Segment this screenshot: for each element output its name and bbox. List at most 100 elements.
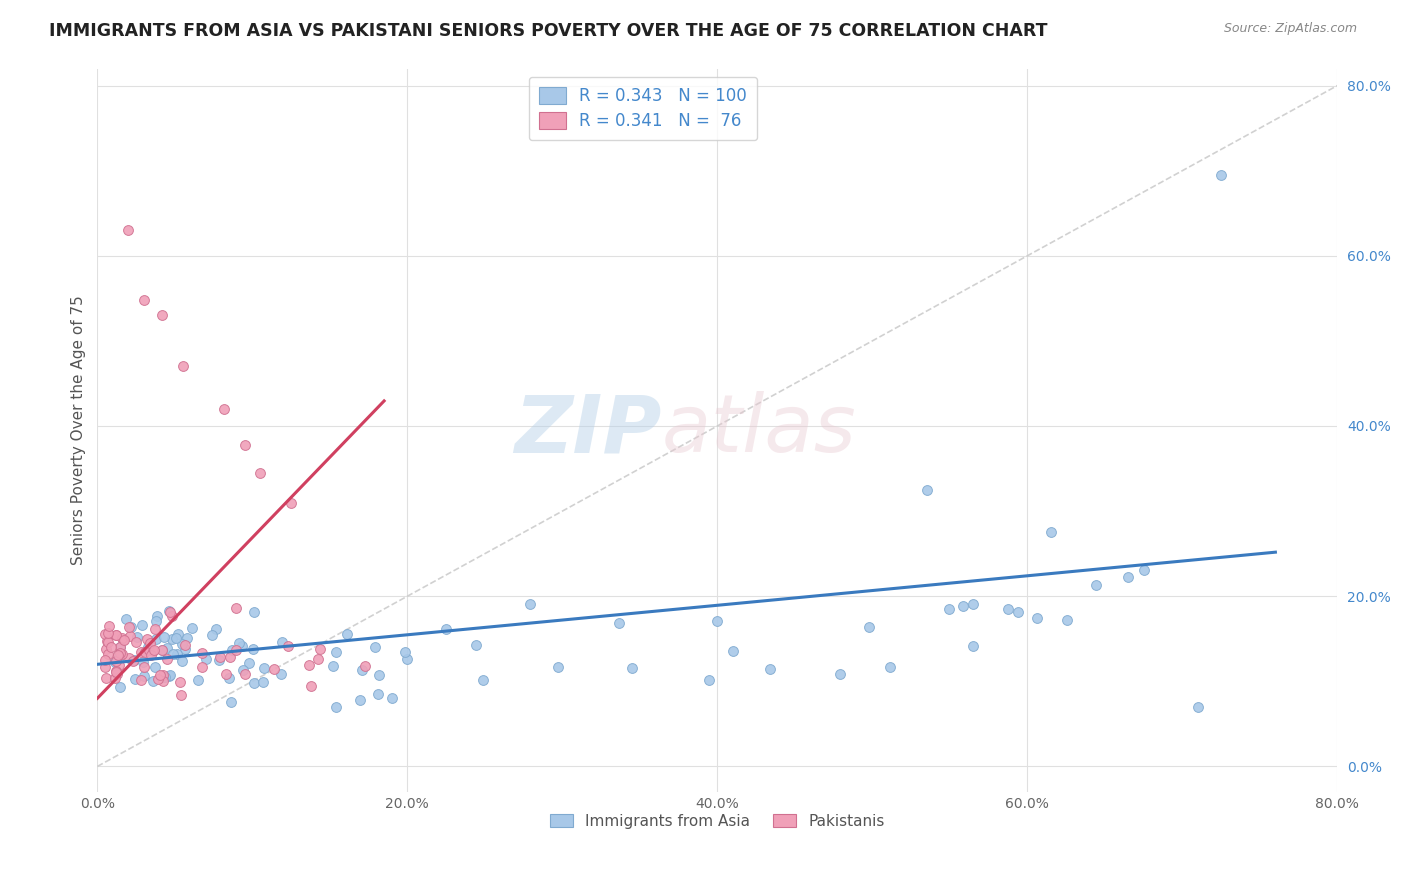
Point [170,637,193,651]
Point [127,630,149,644]
Point [132,656,155,670]
Point [252,674,274,689]
Point [243,675,266,690]
Point [162,647,184,661]
Point [706,614,728,628]
Point [112,632,135,647]
Point [381,690,404,705]
Point [221,643,243,657]
Point [108,657,131,672]
Point [228,636,250,650]
Point [172,359,194,374]
Point [97,626,120,640]
Point [309,642,332,657]
Point [249,466,271,480]
Point [1133,563,1156,577]
Y-axis label: Seniors Poverty Over the Age of 75: Seniors Poverty Over the Age of 75 [72,295,86,566]
Point [699,673,721,687]
Point [232,663,254,677]
Text: Source: ZipAtlas.com: Source: ZipAtlas.com [1223,22,1357,36]
Point [325,645,347,659]
Point [132,660,155,674]
Point [219,696,242,710]
Point [176,631,198,645]
Point [159,605,181,619]
Point [107,648,129,663]
Point [104,672,127,686]
Point [170,688,193,702]
Point [129,673,152,687]
Point [136,640,159,655]
Point [396,652,419,666]
Point [94,660,117,674]
Point [242,642,264,657]
Point [121,654,143,668]
Point [122,652,145,666]
Point [115,612,138,626]
Point [214,401,236,416]
Point [174,638,197,652]
Point [141,648,163,662]
Point [270,667,292,681]
Point [225,643,247,657]
Point [325,699,347,714]
Point [1116,570,1139,584]
Point [152,642,174,657]
Point [367,668,389,682]
Point [962,639,984,653]
Point [108,640,131,654]
Point [858,620,880,634]
Point [131,618,153,632]
Point [271,635,294,649]
Point [215,666,238,681]
Point [118,620,141,634]
Point [152,670,174,684]
Point [148,672,170,686]
Point [367,687,389,701]
Point [96,641,118,656]
Point [94,653,117,667]
Point [434,623,457,637]
Point [962,598,984,612]
Point [465,638,488,652]
Point [120,620,142,634]
Point [96,633,118,648]
Point [110,640,132,654]
Point [209,649,232,664]
Point [111,648,134,662]
Point [472,673,495,688]
Point [142,643,165,657]
Point [201,627,224,641]
Point [191,646,214,660]
Point [97,647,120,661]
Point [170,654,193,668]
Point [263,662,285,676]
Point [138,643,160,657]
Point [298,658,321,673]
Point [828,667,851,681]
Point [111,631,134,645]
Point [117,223,139,237]
Text: IMMIGRANTS FROM ASIA VS PAKISTANI SENIORS POVERTY OVER THE AGE OF 75 CORRELATION: IMMIGRANTS FROM ASIA VS PAKISTANI SENIOR… [49,22,1047,40]
Point [187,673,209,687]
Point [143,660,166,674]
Point [110,646,132,660]
Point [938,602,960,616]
Point [125,635,148,649]
Point [112,632,135,647]
Point [155,640,177,655]
Point [156,652,179,666]
Point [124,672,146,686]
Point [335,627,357,641]
Point [997,602,1019,616]
Point [354,659,377,673]
Point [142,674,165,689]
Point [153,630,176,644]
Point [149,668,172,682]
Point [108,650,131,665]
Point [131,645,153,659]
Point [349,693,371,707]
Point [519,597,541,611]
Point [153,670,176,684]
Point [157,669,180,683]
